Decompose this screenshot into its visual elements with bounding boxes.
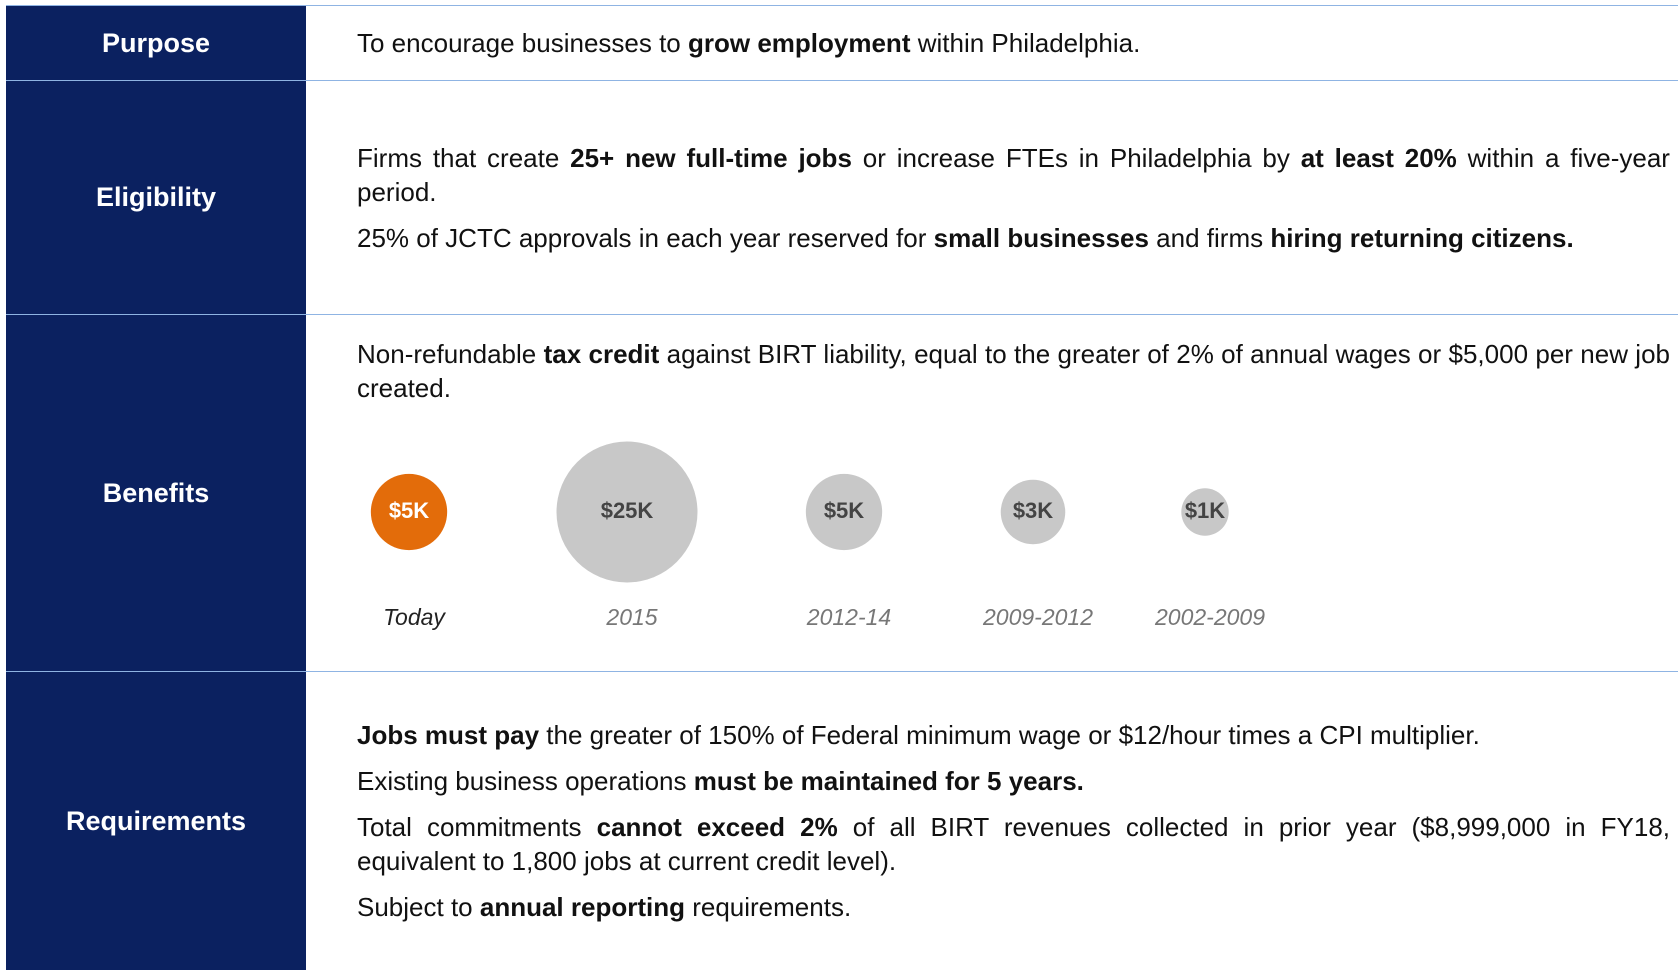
text-run: within Philadelphia. xyxy=(910,28,1141,58)
bubble xyxy=(805,473,883,551)
bubble xyxy=(370,473,448,551)
text-run: To encourage businesses to xyxy=(357,28,688,58)
paragraph: To encourage businesses to grow employme… xyxy=(357,26,1670,60)
bubble-label: $25K xyxy=(601,498,654,523)
text-run: annual reporting xyxy=(479,892,685,922)
bubble-chart: $5K Today $25K 2015 $5K 2012-14 $3K 2009-2012 $1… xyxy=(370,441,1265,630)
category-label: 2009-2012 xyxy=(982,604,1093,630)
table-row: Eligibility Firms that create 25+ new ful… xyxy=(6,80,1678,314)
row-label: Purpose xyxy=(6,6,306,80)
category-label: 2002-2009 xyxy=(1154,604,1265,630)
row-label: Requirements xyxy=(6,672,306,970)
row-content: To encourage businesses to grow employme… xyxy=(306,6,1678,80)
text-run: and firms xyxy=(1148,222,1271,253)
text-run: grow employment xyxy=(688,28,911,58)
row-content: Firms that create 25+ new full-time jobs… xyxy=(306,81,1678,314)
text-run: the greater of 150% of Federal minimum w… xyxy=(539,720,1480,750)
table-row: Purpose To encourage businesses to grow e… xyxy=(6,5,1678,80)
paragraph: Existing business operations must be mai… xyxy=(357,764,1670,798)
text-run: Firms that create xyxy=(357,142,571,173)
bubble xyxy=(556,441,698,583)
paragraph: Total commitments cannot exceed 2% of al… xyxy=(357,810,1670,878)
text-run: 25+ new full-time jobs xyxy=(570,142,852,173)
paragraph: Non-refundable tax credit against BIRT l… xyxy=(357,337,1670,405)
text-run: or increase FTEs in Philadelphia by xyxy=(851,142,1301,173)
text-run: Existing business operations xyxy=(357,766,694,796)
text-run: hiring returning citizens. xyxy=(1270,222,1574,253)
text-run: against BIRT liability, equal to the gre… xyxy=(357,339,1671,403)
category-label: 2015 xyxy=(605,604,657,630)
text-run: Subject to xyxy=(357,892,480,922)
row-content: Non-refundable tax credit against BIRT l… xyxy=(306,315,1678,671)
text-run: Jobs must pay xyxy=(357,720,540,750)
paragraph: Jobs must pay the greater of 150% of Fed… xyxy=(357,718,1670,752)
text-run: 25% of JCTC approvals in each year reser… xyxy=(357,222,934,253)
text-run: tax credit xyxy=(543,339,660,369)
text-run: Total commitments xyxy=(357,812,597,842)
category-label: 2012-14 xyxy=(806,604,891,630)
text-run: at least 20% xyxy=(1300,142,1457,173)
paragraph: Firms that create 25+ new full-time jobs… xyxy=(357,141,1670,209)
bubble-label: $5K xyxy=(389,498,429,523)
text-run: must be maintained for 5 years. xyxy=(693,766,1084,796)
category-label: Today xyxy=(383,604,446,630)
row-label: Eligibility xyxy=(6,81,306,314)
bubble-label: $3K xyxy=(1013,498,1053,523)
text-run: of all BIRT revenues collected in prior … xyxy=(357,812,1671,876)
paragraph: Subject to annual reporting requirements… xyxy=(357,890,1670,924)
text-run: requirements. xyxy=(684,892,852,922)
text-run: small businesses xyxy=(933,222,1149,253)
bubble xyxy=(1000,479,1066,545)
table-row: Requirements Jobs must pay the greater of… xyxy=(6,671,1678,970)
row-label: Benefits xyxy=(6,315,306,671)
text-run: within a five-year period. xyxy=(357,142,1670,207)
text-run: cannot exceed 2% xyxy=(596,812,838,842)
bubble-label: $5K xyxy=(824,498,864,523)
paragraph: 25% of JCTC approvals in each year reser… xyxy=(357,221,1670,255)
row-content: Jobs must pay the greater of 150% of Fed… xyxy=(306,672,1678,970)
bubble xyxy=(1181,488,1229,536)
table-row: Benefits Non-refundable tax credit agains… xyxy=(6,314,1678,671)
text-run: Non-refundable xyxy=(357,339,544,369)
bubble-label: $1K xyxy=(1185,498,1225,523)
